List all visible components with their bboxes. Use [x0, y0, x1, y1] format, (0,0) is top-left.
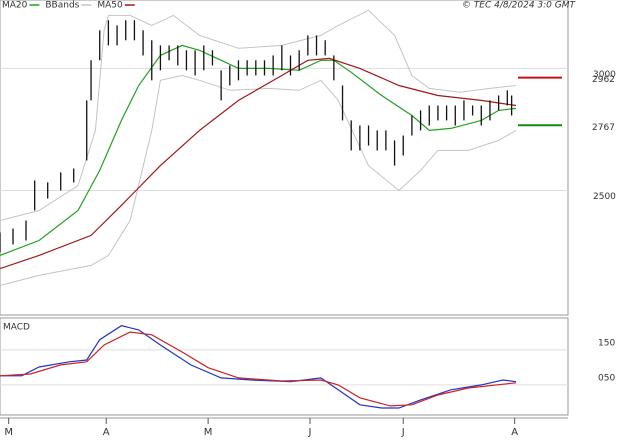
- legend-label: BBands: [45, 1, 79, 11]
- ma-line: [0, 57, 517, 270]
- price-panel: [0, 0, 569, 316]
- bband-line: [0, 9, 517, 221]
- x-tick-label: J: [308, 427, 312, 438]
- y-tick-label: 150: [598, 338, 615, 348]
- x-tick-label: M: [4, 427, 13, 438]
- legend-label: MA50: [97, 1, 123, 11]
- macd-title: MACD: [3, 323, 30, 333]
- y-tick-label: 3000: [593, 70, 616, 80]
- last-value-label: 2962: [592, 75, 615, 85]
- source: © TEC 4/8/2024 3:0 GMT: [462, 1, 577, 11]
- y-tick-label: 050: [598, 373, 615, 383]
- macd-panel: [0, 317, 569, 416]
- x-tick-label: M: [204, 427, 213, 438]
- legend-label: MA20: [2, 1, 28, 11]
- x-tick-label: A: [511, 427, 518, 438]
- y-tick-label: 2500: [593, 192, 616, 202]
- x-tick-label: J: [401, 427, 405, 438]
- bband-line: [0, 74, 517, 286]
- ma-line: [0, 44, 517, 256]
- macd-line: [0, 325, 517, 409]
- macd-line: [0, 331, 517, 407]
- last-value-label: 2767: [592, 123, 615, 133]
- x-tick-label: A: [103, 427, 110, 438]
